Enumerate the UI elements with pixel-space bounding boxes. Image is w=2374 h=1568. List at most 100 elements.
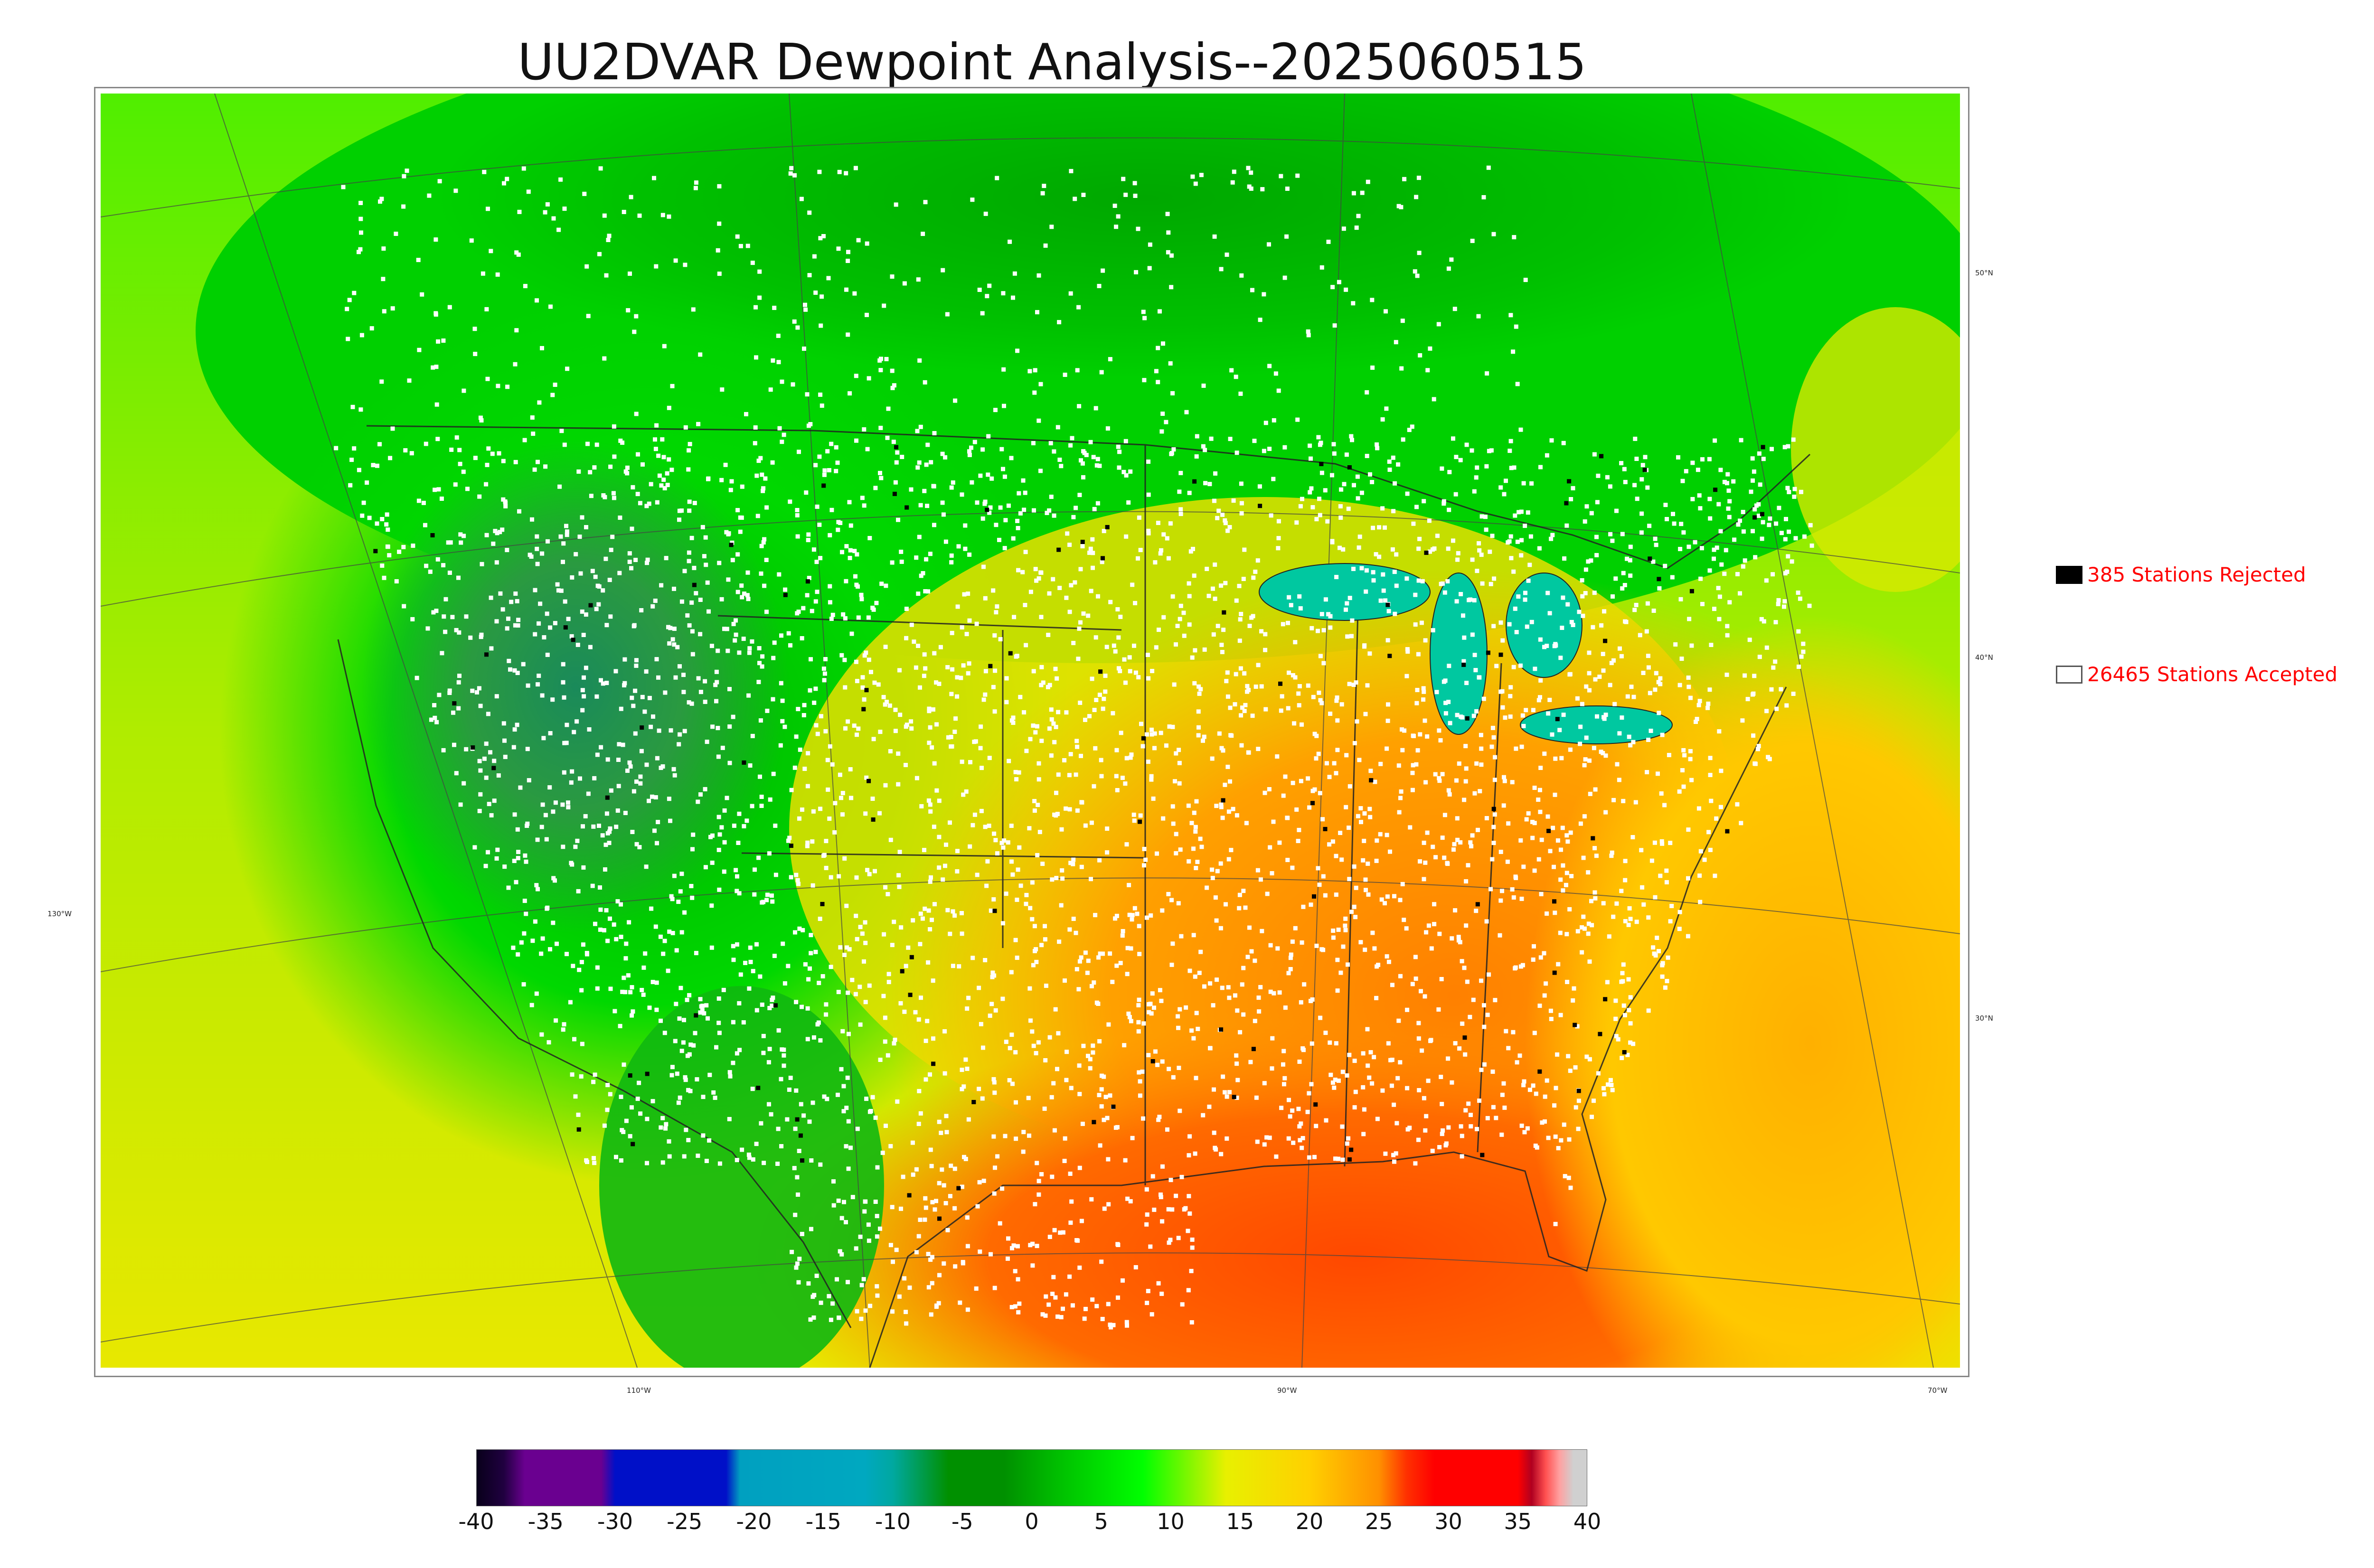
station-accepted-marker xyxy=(547,785,552,790)
station-accepted-marker xyxy=(1010,1081,1015,1086)
station-accepted-marker xyxy=(1033,730,1038,735)
station-accepted-marker xyxy=(748,959,753,964)
station-accepted-marker xyxy=(566,805,571,809)
station-accepted-marker xyxy=(1470,632,1475,637)
station-accepted-marker xyxy=(1663,985,1667,990)
station-accepted-marker xyxy=(347,298,352,302)
station-accepted-marker xyxy=(824,1012,829,1017)
station-accepted-marker xyxy=(1469,844,1474,849)
station-accepted-marker xyxy=(797,816,801,821)
station-accepted-marker xyxy=(1523,524,1527,528)
station-accepted-marker xyxy=(1020,570,1025,574)
station-accepted-marker xyxy=(1756,744,1761,749)
station-accepted-marker xyxy=(1102,529,1106,534)
station-accepted-marker xyxy=(762,537,767,542)
station-accepted-marker xyxy=(579,988,584,993)
station-accepted-marker xyxy=(795,878,800,883)
station-accepted-marker xyxy=(794,873,799,877)
station-accepted-marker xyxy=(1360,190,1365,195)
station-accepted-marker xyxy=(425,626,430,631)
station-accepted-marker xyxy=(572,730,576,734)
station-accepted-marker xyxy=(1077,959,1082,964)
station-accepted-marker xyxy=(1032,808,1037,813)
station-accepted-marker xyxy=(750,261,755,265)
station-accepted-marker xyxy=(1239,511,1244,516)
station-accepted-marker xyxy=(1187,581,1191,586)
station-accepted-marker xyxy=(807,273,812,278)
station-accepted-marker xyxy=(1146,1053,1151,1058)
station-accepted-marker xyxy=(1633,436,1638,441)
station-accepted-marker xyxy=(1785,486,1790,490)
dewpoint-map[interactable] xyxy=(101,94,1960,1368)
station-accepted-marker xyxy=(1093,406,1098,411)
station-accepted-marker xyxy=(1071,857,1076,862)
station-accepted-marker xyxy=(350,404,355,409)
station-accepted-marker xyxy=(1617,731,1622,736)
station-rejected-marker xyxy=(1573,1023,1577,1027)
station-accepted-marker xyxy=(1187,1153,1191,1158)
station-accepted-marker xyxy=(479,418,484,423)
station-accepted-marker xyxy=(818,1162,823,1167)
station-accepted-marker xyxy=(854,875,859,880)
station-accepted-marker xyxy=(967,618,972,623)
station-accepted-marker xyxy=(892,1041,896,1046)
station-accepted-marker xyxy=(1616,1037,1620,1042)
station-accepted-marker xyxy=(1050,1292,1055,1296)
station-accepted-marker xyxy=(728,488,733,492)
station-accepted-marker xyxy=(1392,570,1397,574)
station-accepted-marker xyxy=(502,181,506,186)
station-accepted-marker xyxy=(1451,847,1456,852)
station-accepted-marker xyxy=(1457,761,1461,766)
station-accepted-marker xyxy=(822,671,827,676)
station-accepted-marker xyxy=(1193,1151,1197,1156)
station-accepted-marker xyxy=(786,631,791,636)
station-accepted-marker xyxy=(1233,702,1237,707)
station-accepted-marker xyxy=(1708,516,1713,521)
station-accepted-marker xyxy=(1341,226,1346,231)
station-accepted-marker xyxy=(1529,481,1534,486)
station-accepted-marker xyxy=(1645,601,1650,606)
station-accepted-marker xyxy=(1751,478,1755,483)
station-accepted-marker xyxy=(1621,798,1626,803)
station-accepted-marker xyxy=(814,723,819,728)
station-accepted-marker xyxy=(1291,1140,1296,1145)
station-accepted-marker xyxy=(1060,876,1065,881)
station-accepted-marker xyxy=(776,1028,781,1033)
station-accepted-marker xyxy=(1668,919,1673,924)
station-accepted-marker xyxy=(1547,697,1552,702)
station-accepted-marker xyxy=(762,1161,766,1165)
station-accepted-marker xyxy=(966,1117,971,1122)
station-accepted-marker xyxy=(1502,492,1507,497)
station-accepted-marker xyxy=(1566,1054,1571,1059)
station-accepted-marker xyxy=(987,510,992,515)
station-accepted-marker xyxy=(1042,184,1046,188)
station-accepted-marker xyxy=(1387,460,1392,464)
station-accepted-marker xyxy=(484,775,489,780)
station-accepted-marker xyxy=(1396,1018,1401,1023)
station-accepted-marker xyxy=(1416,546,1421,551)
station-accepted-marker xyxy=(600,833,605,838)
station-accepted-marker xyxy=(1727,499,1732,504)
station-rejected-marker xyxy=(1310,801,1315,806)
station-accepted-marker xyxy=(384,522,389,527)
station-accepted-marker xyxy=(1682,753,1687,758)
station-accepted-marker xyxy=(1281,793,1286,798)
station-accepted-marker xyxy=(1405,491,1410,496)
station-accepted-marker xyxy=(1488,582,1493,586)
station-accepted-marker xyxy=(657,728,661,733)
station-rejected-marker xyxy=(937,1216,942,1221)
station-accepted-marker xyxy=(1556,962,1561,967)
station-accepted-marker xyxy=(1103,689,1108,694)
station-accepted-marker xyxy=(1493,998,1498,1003)
station-accepted-marker xyxy=(1566,1175,1571,1180)
station-accepted-marker xyxy=(1110,979,1115,984)
station-accepted-marker xyxy=(1462,966,1467,970)
station-accepted-marker xyxy=(1220,986,1225,990)
station-accepted-marker xyxy=(500,607,505,612)
station-accepted-marker xyxy=(1560,826,1565,830)
station-accepted-marker xyxy=(1464,681,1469,685)
station-accepted-marker xyxy=(1004,892,1008,896)
station-accepted-marker xyxy=(1064,1292,1068,1297)
station-accepted-marker xyxy=(1593,896,1598,901)
station-accepted-marker xyxy=(734,632,738,637)
